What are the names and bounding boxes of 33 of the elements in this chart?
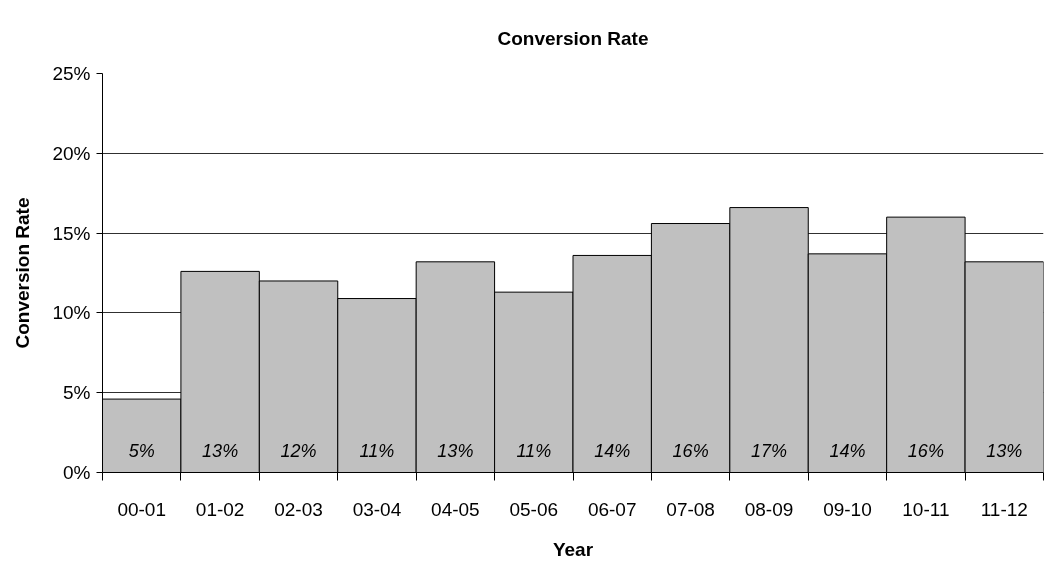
y-tick-label: 15% [52, 222, 91, 244]
data-label: 5% [128, 440, 155, 461]
x-tick-label: 05-06 [509, 498, 559, 520]
data-label: 16% [672, 440, 709, 461]
x-tick-label: 04-05 [431, 498, 480, 520]
y-tick-label: 10% [52, 302, 91, 324]
data-label: 14% [594, 440, 631, 461]
x-tick-label: 11-12 [980, 498, 1028, 520]
x-tick-label: 06-07 [587, 498, 637, 520]
chart-title: Conversion Rate [497, 28, 649, 49]
x-tick-label: 08-09 [744, 498, 794, 520]
data-label: 11% [359, 440, 395, 461]
x-tick-label: 03-04 [352, 498, 402, 520]
data-label: 17% [751, 440, 788, 461]
y-tick-label: 0% [63, 462, 91, 483]
data-label: 11% [516, 440, 552, 461]
x-tick-label: 07-08 [666, 498, 715, 520]
x-tick-label: 09-10 [823, 498, 872, 520]
x-tick-label: 10-11 [902, 498, 950, 520]
x-tick-label: 01-02 [195, 498, 245, 520]
y-axis-title: Conversion Rate [12, 197, 34, 349]
x-tick-label: 02-03 [274, 498, 323, 520]
data-label: 13% [202, 440, 239, 461]
x-axis-title: Year [552, 538, 594, 560]
data-label: 16% [907, 440, 944, 461]
y-tick-label: 25% [52, 63, 91, 84]
data-label: 12% [280, 440, 317, 461]
data-label: 13% [437, 440, 474, 461]
y-tick-label: 20% [52, 142, 91, 164]
data-label: 13% [986, 440, 1023, 461]
y-tick-label: 5% [63, 382, 91, 404]
data-label: 14% [829, 440, 866, 461]
x-tick-label: 00-01 [117, 498, 167, 520]
